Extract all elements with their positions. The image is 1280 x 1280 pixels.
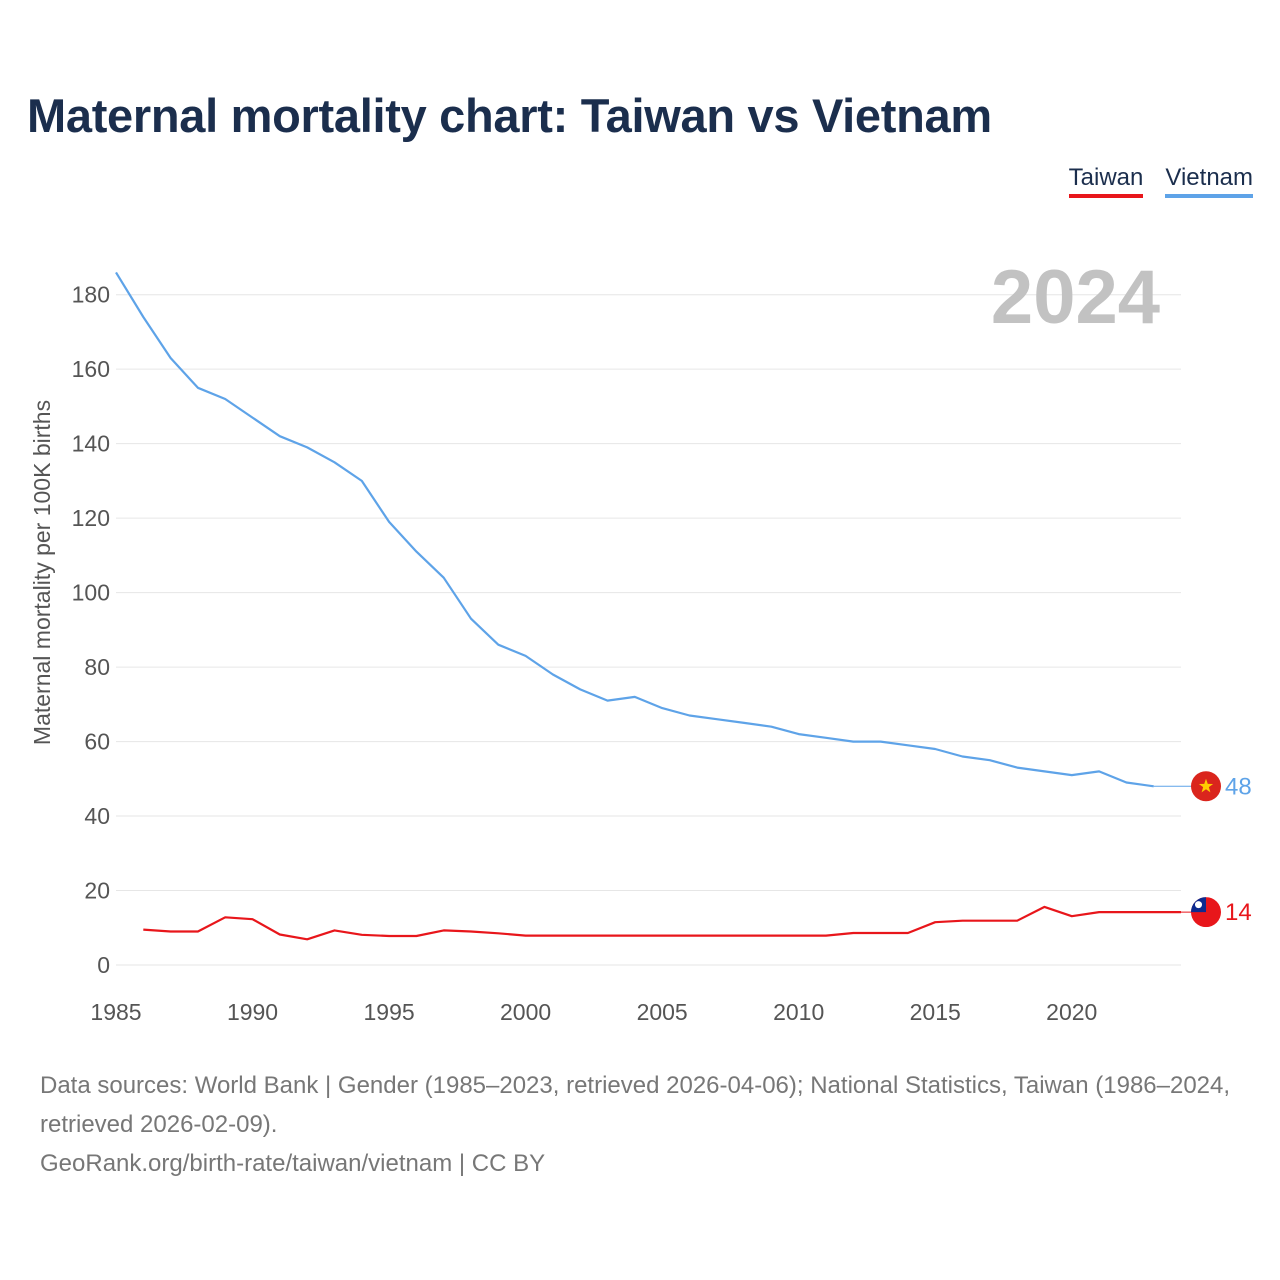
- end-markers: 14 48: [1153, 771, 1252, 928]
- x-tick-label: 2020: [1046, 999, 1097, 1025]
- x-tick-label: 2015: [910, 999, 961, 1025]
- y-tick-label: 120: [72, 505, 110, 531]
- y-tick-label: 140: [72, 431, 110, 457]
- y-tick-label: 100: [72, 580, 110, 606]
- y-tick-label: 0: [97, 952, 110, 978]
- x-tick-label: 2005: [637, 999, 688, 1025]
- x-tick-label: 1985: [90, 999, 141, 1025]
- y-axis-label: Maternal mortality per 100K births: [29, 400, 55, 745]
- x-tick-label: 2010: [773, 999, 824, 1025]
- credit-link[interactable]: GeoRank.org/birth-rate/taiwan/vietnam | …: [40, 1150, 546, 1177]
- series-line-vietnam: [115, 271, 1154, 788]
- x-tick-label: 2000: [500, 999, 551, 1025]
- legend-item-vietnam[interactable]: Vietnam: [1165, 164, 1253, 198]
- series-line-taiwan: [143, 905, 1181, 941]
- y-tick-label: 20: [84, 878, 110, 904]
- footer: Data sources: World Bank | Gender (1985–…: [40, 1066, 1240, 1183]
- x-axis: 1985 1990 1995 2000 2005 2010 2015 2020: [90, 999, 1097, 1025]
- end-label-taiwan: 14: [1225, 899, 1252, 926]
- series-lines: [115, 271, 1181, 941]
- legend: Taiwan Vietnam: [1068, 164, 1253, 198]
- legend-item-taiwan[interactable]: Taiwan: [1068, 164, 1144, 198]
- y-tick-label: 60: [84, 729, 110, 755]
- y-tick-label: 40: [84, 803, 110, 829]
- line-chart: 0 20 40 60 80 100 120 140 160 180 1985 1990 1995 200…: [29, 255, 1252, 1025]
- x-tick-label: 1995: [363, 999, 414, 1025]
- y-tick-label: 160: [72, 356, 110, 382]
- x-tick-label: 1990: [227, 999, 278, 1025]
- data-sources: Data sources: World Bank | Gender (1985–…: [40, 1072, 1231, 1138]
- year-watermark: 2024: [991, 255, 1160, 340]
- end-label-vietnam: 48: [1225, 773, 1252, 800]
- page-title: Maternal mortality chart: Taiwan vs Viet…: [27, 89, 992, 142]
- vietnam-flag-icon: [1191, 771, 1221, 802]
- y-tick-label: 180: [72, 282, 110, 308]
- y-axis: 0 20 40 60 80 100 120 140 160 180: [72, 282, 110, 978]
- taiwan-flag-icon: [1191, 897, 1221, 928]
- y-tick-label: 80: [84, 654, 110, 680]
- grid: [116, 294, 1181, 966]
